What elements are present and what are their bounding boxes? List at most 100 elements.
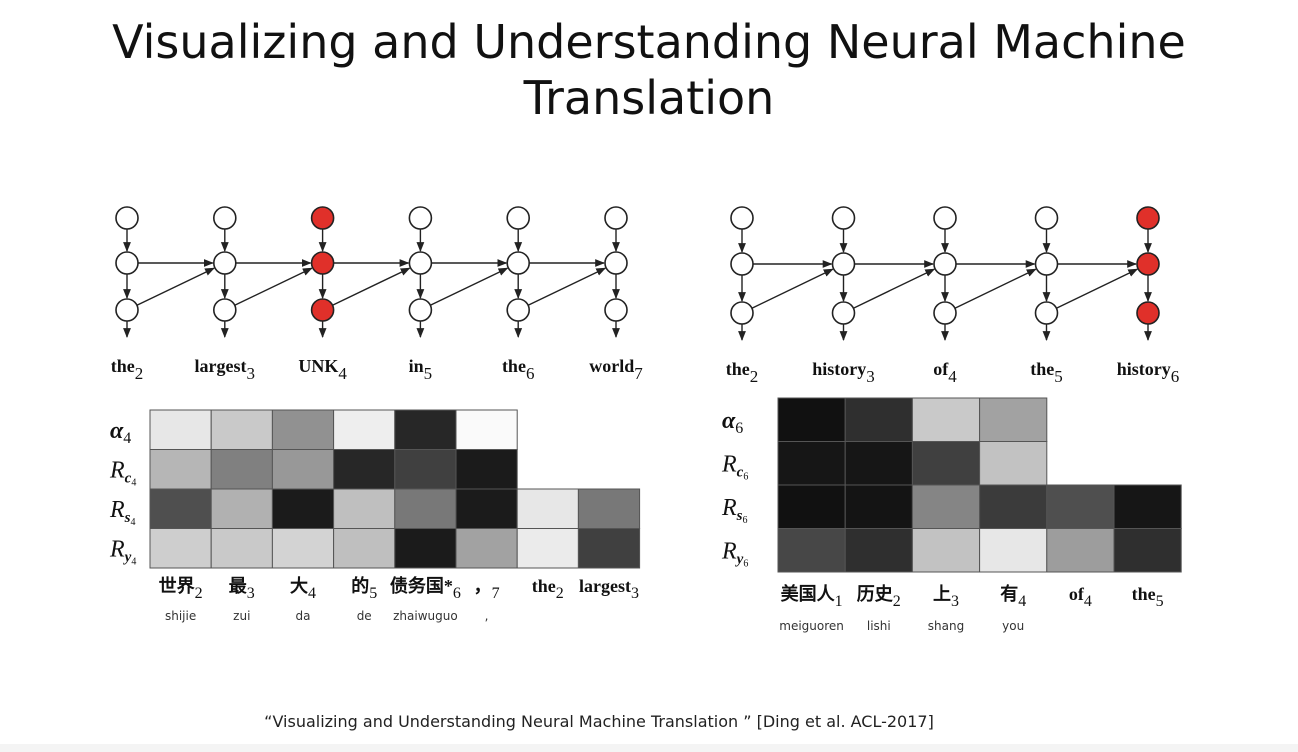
heatmap-cell xyxy=(844,528,913,573)
pinyin: de xyxy=(357,609,372,623)
heatmap-cell xyxy=(210,488,273,529)
target-word-text: in xyxy=(409,356,424,376)
heatmap-cell xyxy=(455,409,518,450)
heatmap-cell xyxy=(516,488,579,529)
pinyin: zui xyxy=(233,609,250,623)
target-word: the6 xyxy=(502,356,535,383)
heatmap-cell xyxy=(149,488,212,529)
heatmap-cell xyxy=(455,488,518,529)
heatmap-cell xyxy=(777,397,846,442)
node xyxy=(1034,301,1059,325)
heatmap-cell xyxy=(271,409,335,450)
target-word-subscript: 3 xyxy=(247,364,256,383)
target-word: the2 xyxy=(111,356,144,383)
row-label-base: α xyxy=(110,418,124,444)
node xyxy=(506,251,531,275)
node xyxy=(408,206,433,230)
heatmap-cell xyxy=(1113,528,1182,573)
heatmap-cell xyxy=(844,484,913,529)
node xyxy=(831,252,856,276)
target-word: the5 xyxy=(1030,359,1063,386)
row-label-base: R xyxy=(721,451,737,477)
heatmap-cell xyxy=(455,528,518,569)
source-word: 有4 xyxy=(1000,583,1026,610)
arrow-feedback xyxy=(853,268,936,309)
row-label: Rc6 xyxy=(721,451,748,482)
source-word: 美国人1 xyxy=(781,583,843,610)
row-label-subsubscript: 4 xyxy=(131,477,136,488)
source-word-subscript: 4 xyxy=(308,585,316,602)
heatmap-cell xyxy=(271,528,335,569)
arrow-feedback xyxy=(1056,268,1139,309)
target-word-subscript: 5 xyxy=(1054,367,1063,386)
highlighted-node xyxy=(1136,206,1160,230)
arrow-feedback xyxy=(751,268,834,309)
target-word: UNK4 xyxy=(298,356,347,383)
source-word-text: 的 xyxy=(351,575,369,596)
heatmap-cell xyxy=(911,397,981,442)
source-word-subscript: 4 xyxy=(1084,593,1092,610)
node xyxy=(1034,252,1059,276)
node xyxy=(506,298,531,322)
source-word-subscript: 2 xyxy=(556,585,564,602)
target-word: the2 xyxy=(726,359,759,386)
target-word-text: the xyxy=(111,356,135,376)
heatmap-cell xyxy=(777,441,846,486)
heatmap-cell xyxy=(271,488,335,529)
node xyxy=(604,206,628,230)
heatmap-cell xyxy=(516,528,579,569)
source-word: the5 xyxy=(1132,584,1164,610)
node xyxy=(213,251,237,275)
target-word: largest3 xyxy=(195,356,255,383)
row-label-subscript: s xyxy=(124,510,131,526)
highlighted-node xyxy=(310,206,335,230)
source-word: 最3 xyxy=(229,576,255,602)
target-word: world7 xyxy=(589,356,643,383)
source-word-subscript: 2 xyxy=(893,593,901,610)
source-word: 债务国*6 xyxy=(390,575,461,602)
pinyin: , xyxy=(485,609,489,623)
target-word-subscript: 4 xyxy=(948,367,957,386)
source-word: 上3 xyxy=(933,584,959,610)
heatmap-cell xyxy=(149,449,212,490)
target-word: history6 xyxy=(1117,359,1180,386)
node xyxy=(730,206,754,230)
source-word: the2 xyxy=(532,576,564,602)
target-word-subscript: 3 xyxy=(866,367,875,386)
pinyin: meiguoren xyxy=(779,619,844,633)
row-label: Rc4 xyxy=(109,457,136,488)
heatmap-cell xyxy=(333,528,396,569)
heatmap-cell xyxy=(1046,528,1115,573)
row-label-subsubscript: 6 xyxy=(743,471,748,482)
heatmap-cell xyxy=(333,409,396,450)
target-word: in5 xyxy=(409,356,433,383)
source-word-subscript: 4 xyxy=(1018,593,1026,610)
source-word: of4 xyxy=(1069,584,1092,610)
row-label-base: R xyxy=(109,497,125,523)
heatmap-cell xyxy=(149,409,212,450)
source-word-subscript: 5 xyxy=(1156,593,1164,610)
target-word-text: world xyxy=(589,356,634,376)
title-line-2: Translation xyxy=(523,71,775,125)
heatmap-cell xyxy=(149,528,212,569)
target-word-subscript: 6 xyxy=(526,364,535,383)
target-word: history3 xyxy=(812,359,875,386)
node xyxy=(506,206,531,230)
heatmap-cell xyxy=(210,449,273,490)
row-label-base: α xyxy=(722,408,736,434)
node xyxy=(933,301,957,325)
node xyxy=(933,252,957,276)
row-label-subscript: s xyxy=(736,508,743,524)
heatmap-cell xyxy=(979,441,1048,486)
node xyxy=(408,251,433,275)
row-label: α4 xyxy=(110,418,131,447)
heatmap-cell xyxy=(394,528,457,569)
source-word: 历史2 xyxy=(857,583,901,610)
heatmap-cell xyxy=(777,528,846,573)
pinyin: lishi xyxy=(867,619,891,633)
node xyxy=(831,301,856,325)
source-word: 大4 xyxy=(290,575,316,602)
slide-title: Visualizing and Understanding Neural Mac… xyxy=(0,14,1298,126)
citation: “Visualizing and Understanding Neural Ma… xyxy=(264,712,934,731)
row-label-subscript: y xyxy=(735,551,744,567)
